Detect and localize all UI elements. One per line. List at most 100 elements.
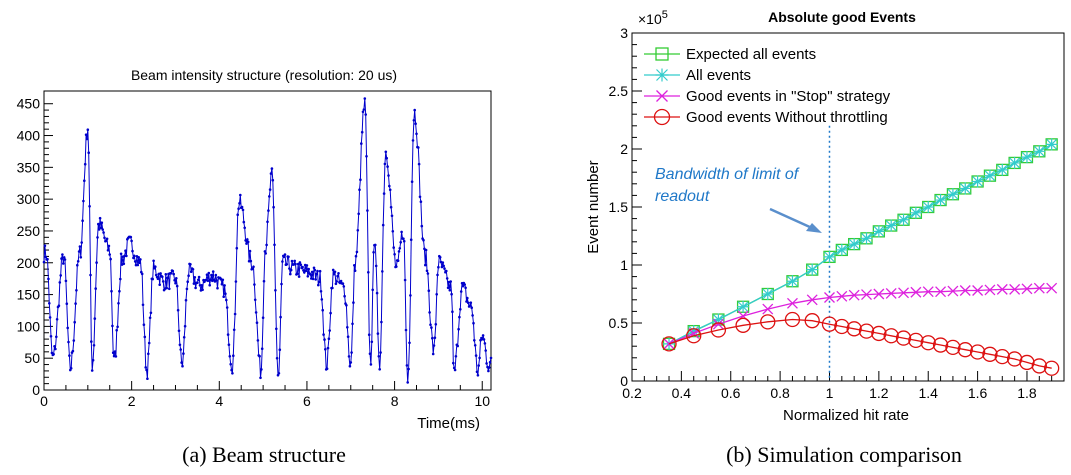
data-point — [426, 272, 430, 275]
data-point — [197, 275, 201, 279]
data-point — [224, 292, 227, 296]
data-marker — [1044, 360, 1060, 376]
data-point — [327, 337, 331, 341]
data-marker — [994, 348, 1010, 365]
data-point — [227, 343, 231, 347]
data-point — [133, 260, 137, 263]
data-point — [80, 241, 83, 244]
data-point — [329, 311, 332, 315]
data-point — [472, 321, 475, 325]
x-axis-label: Normalized hit rate — [783, 407, 909, 424]
data-point — [182, 336, 186, 339]
data-point — [198, 284, 202, 287]
data-point — [470, 306, 474, 310]
data-point — [376, 332, 380, 335]
annotation-arrowhead — [806, 223, 822, 233]
data-point — [461, 284, 465, 288]
data-point — [374, 264, 378, 268]
data-point — [482, 338, 486, 341]
data-point — [337, 272, 340, 275]
y-tick-label: 450 — [17, 96, 41, 112]
data-point — [412, 119, 416, 122]
data-point — [409, 238, 413, 241]
data-point — [456, 344, 460, 348]
data-point — [358, 188, 361, 191]
x-tick-label: 4 — [215, 393, 223, 409]
data-point — [102, 231, 105, 234]
data-marker — [873, 288, 885, 300]
data-point — [366, 209, 369, 212]
data-point — [347, 355, 351, 358]
data-point — [289, 272, 292, 276]
data-point — [192, 282, 196, 285]
data-point — [62, 256, 66, 259]
data-point — [380, 320, 383, 324]
data-point — [60, 257, 63, 260]
data-point — [149, 311, 153, 315]
data-point — [464, 286, 467, 290]
data-point — [166, 276, 169, 280]
data-point — [194, 286, 197, 290]
data-point — [241, 208, 245, 212]
data-marker — [806, 294, 818, 306]
data-point — [471, 314, 474, 317]
data-point — [137, 255, 140, 259]
data-point — [272, 205, 275, 209]
data-point — [79, 255, 83, 259]
data-point — [437, 265, 440, 269]
y-tick-label: 0.5 — [609, 315, 629, 331]
data-marker — [969, 344, 986, 360]
data-point — [262, 279, 266, 283]
data-point — [443, 267, 446, 270]
data-marker — [686, 328, 702, 344]
data-point — [164, 273, 168, 276]
y-tick-label: 2.5 — [609, 83, 629, 99]
y-tick-label: 350 — [17, 159, 41, 175]
data-point — [409, 294, 412, 297]
data-marker — [1046, 282, 1058, 294]
data-point — [84, 133, 88, 136]
data-point — [158, 283, 161, 287]
data-point — [260, 368, 263, 371]
data-point — [268, 188, 272, 191]
axis-ticks: 0 50 100 150 200 250 300 350 400 450 0 2 4 6 8 10 — [17, 96, 491, 409]
data-point — [180, 361, 183, 364]
data-point — [189, 263, 192, 266]
x-tick-label: 0.6 — [721, 385, 741, 401]
data-point — [89, 273, 92, 277]
data-marker — [945, 339, 961, 356]
data-point — [136, 263, 140, 267]
data-point — [422, 238, 425, 242]
data-point — [130, 239, 133, 243]
data-point — [310, 270, 314, 274]
x-tick-label: 2 — [128, 393, 136, 409]
data-point — [318, 269, 322, 273]
data-point — [154, 265, 157, 269]
data-point — [87, 151, 90, 154]
data-marker — [947, 285, 959, 297]
data-point — [142, 323, 146, 327]
data-point — [381, 270, 384, 273]
annotation-line-1: Bandwidth of limit of — [655, 166, 800, 183]
data-point — [370, 340, 374, 344]
data-marker — [922, 201, 935, 213]
data-marker — [920, 335, 936, 351]
data-marker — [885, 219, 898, 232]
data-point — [325, 367, 329, 371]
data-point — [168, 287, 171, 291]
data-marker — [922, 286, 934, 298]
data-marker — [1045, 138, 1058, 151]
series-2 — [663, 282, 1058, 350]
x-tick-label: 10 — [474, 393, 490, 409]
data-point — [367, 333, 371, 337]
data-point — [454, 355, 458, 358]
data-point — [415, 132, 418, 136]
data-marker — [846, 321, 862, 337]
data-point — [252, 265, 255, 269]
y-tick-label: 1 — [620, 257, 628, 273]
x-tick-label: 0.8 — [770, 385, 790, 401]
x-tick-label: 8 — [391, 393, 399, 409]
data-point — [147, 341, 151, 345]
data-point — [65, 302, 69, 306]
data-point — [61, 253, 64, 256]
